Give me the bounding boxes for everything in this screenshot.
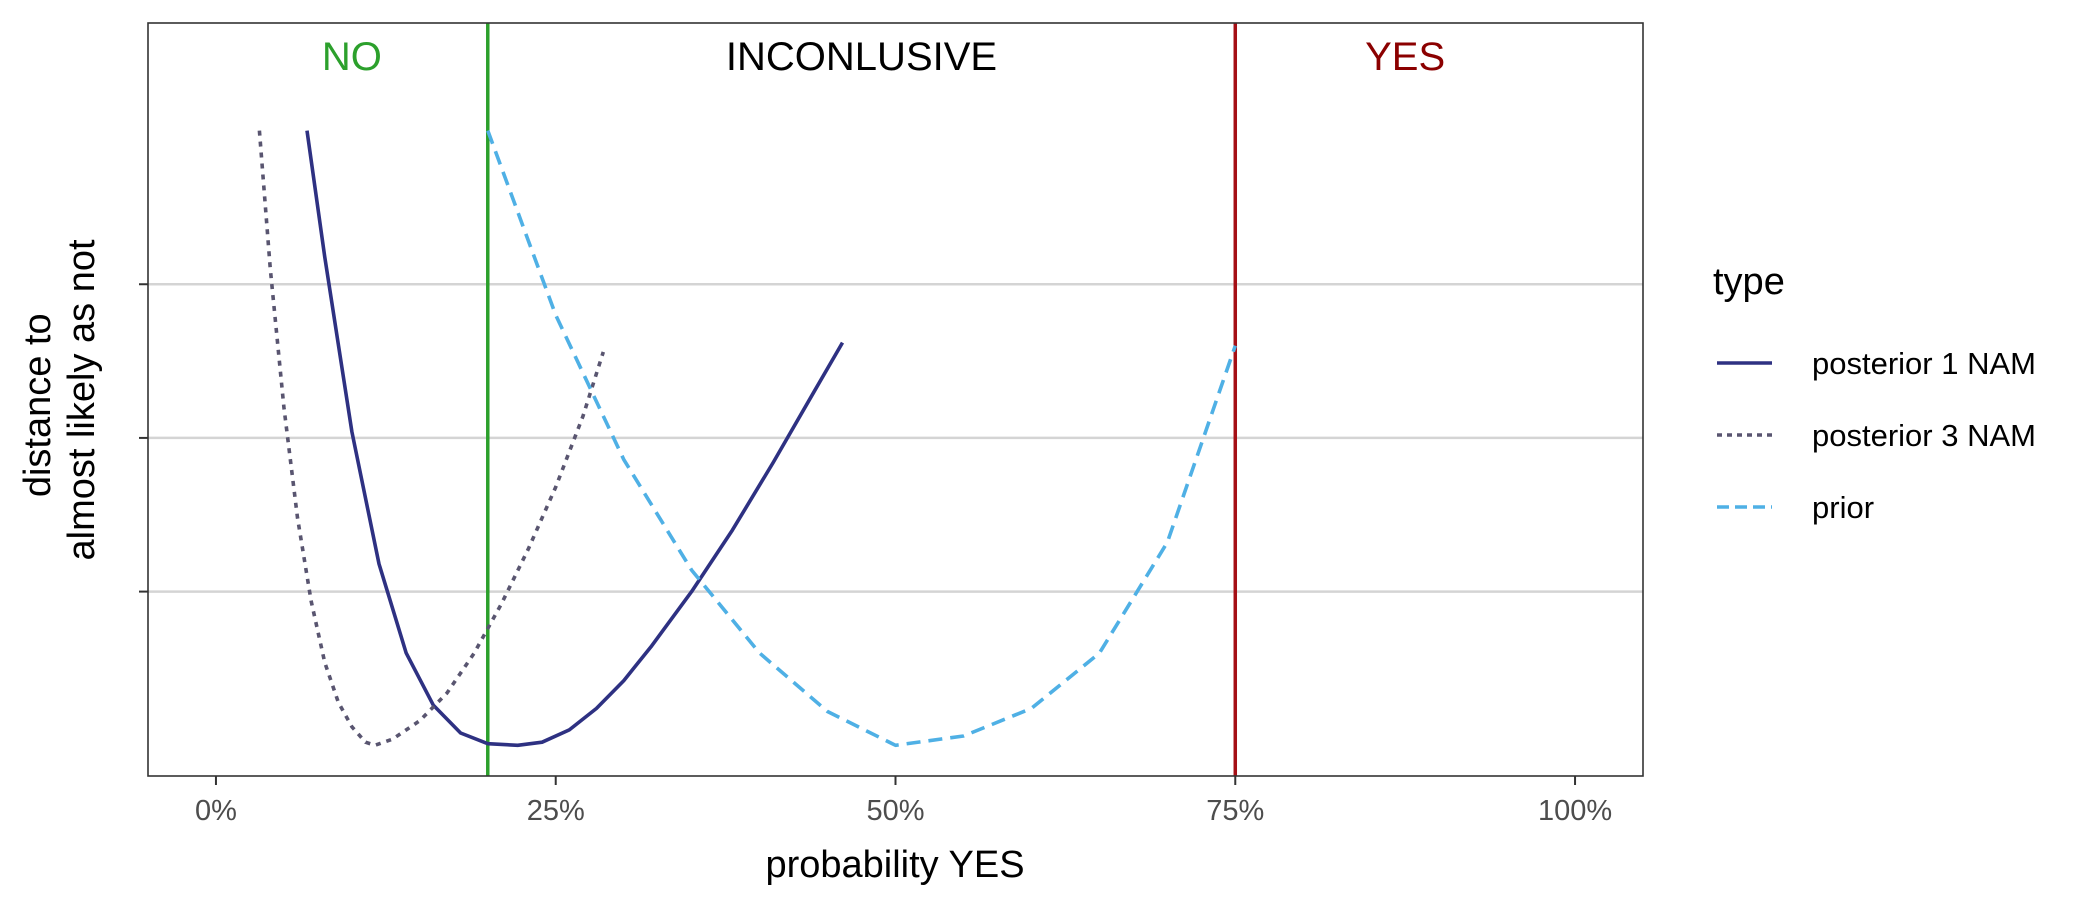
region-label-2: YES	[1365, 35, 1445, 79]
region-labels: NO INCONLUSIVE YES	[322, 35, 1445, 79]
legend: type posterior 1 NAM posterior 3 NAM prior	[1713, 261, 2036, 525]
x-tick-label-4: 100%	[1538, 795, 1612, 827]
y-axis-title: distance to almost likely as not	[17, 239, 103, 560]
legend-label-0: posterior 1 NAM	[1812, 346, 2036, 381]
series-line-1	[257, 130, 606, 748]
legend-label-1: posterior 3 NAM	[1812, 418, 2036, 453]
x-axis-title: probability YES	[765, 844, 1024, 886]
legend-label-2: prior	[1812, 490, 1874, 525]
series-lines	[257, 129, 1238, 748]
axes: 0% 25% 50% 75% 100%	[139, 283, 1612, 827]
gridlines	[148, 282, 1643, 593]
region-label-0: NO	[322, 35, 382, 79]
series-line-0	[305, 130, 845, 748]
x-tick-label-2: 50%	[866, 795, 924, 827]
region-label-1: INCONLUSIVE	[726, 35, 997, 79]
legend-title: type	[1713, 261, 1785, 303]
y-axis-title-line-1: distance to	[17, 313, 59, 497]
x-tick-label-0: 0%	[195, 795, 237, 827]
y-axis-title-line-2: almost likely as not	[61, 239, 103, 560]
x-tick-label-1: 25%	[527, 795, 585, 827]
threshold-lines	[486, 23, 1238, 776]
legend-entries: posterior 1 NAM posterior 3 NAM prior	[1717, 346, 2036, 525]
x-tick-label-3: 75%	[1206, 795, 1264, 827]
